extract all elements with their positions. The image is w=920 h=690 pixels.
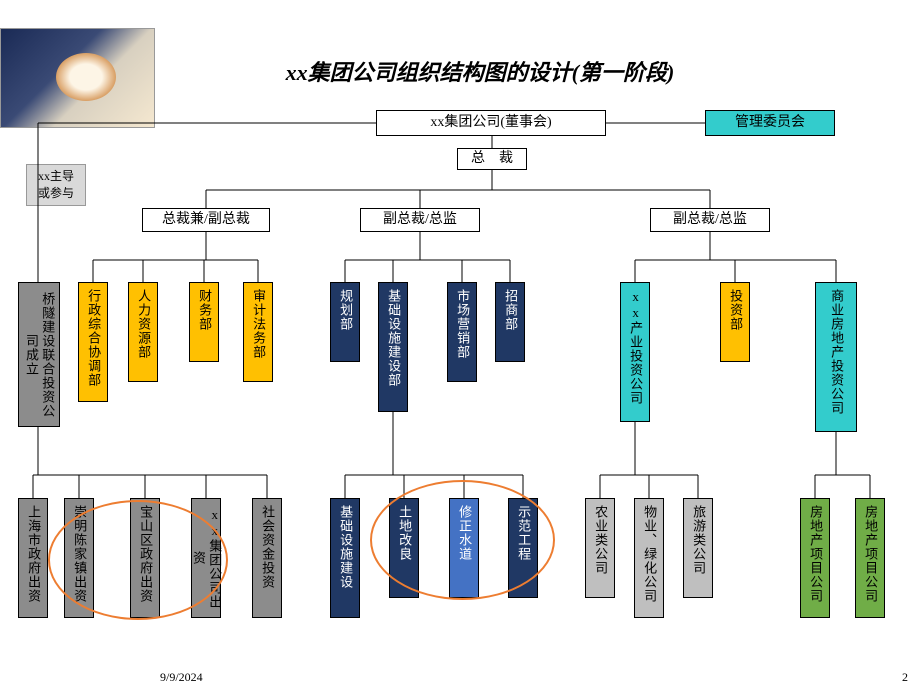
- org-node-sub: 上海市政府出资: [18, 498, 48, 618]
- org-node-president: 总 裁: [457, 148, 527, 170]
- side-note-line1: xx主导: [38, 169, 74, 183]
- slide-date: 9/9/2024: [160, 670, 203, 685]
- org-node-dept: 投资部: [720, 282, 750, 362]
- header-banner-image: [0, 28, 155, 128]
- org-node-sub: 房地产项目公司: [800, 498, 830, 618]
- org-node-dept: 审计法务部: [243, 282, 273, 382]
- highlight-oval: [370, 480, 555, 600]
- org-node-dept: 桥隧建设联合投资公司成立: [18, 282, 60, 427]
- side-note-line2: 或参与: [38, 186, 74, 200]
- org-node-sub: 房地产项目公司: [855, 498, 885, 618]
- org-node-dept: 基础设施建设部: [378, 282, 408, 412]
- org-node-dept: 人力资源部: [128, 282, 158, 382]
- org-node-vp: 副总裁/总监: [360, 208, 480, 232]
- org-node-dept: 商业房地产投资公司: [815, 282, 857, 432]
- org-node-committee: 管理委员会: [705, 110, 835, 136]
- org-node-dept: xx产业投资公司: [620, 282, 650, 422]
- org-node-sub: 基础设施建设: [330, 498, 360, 618]
- org-node-sub: 旅游类公司: [683, 498, 713, 598]
- slide-page-number: 2: [902, 670, 908, 685]
- org-node-vp: 副总裁/总监: [650, 208, 770, 232]
- org-node-sub: 物业、绿化公司: [634, 498, 664, 618]
- slide-title: xx集团公司组织结构图的设计(第一阶段): [230, 55, 730, 87]
- org-node-dept: 市场营销部: [447, 282, 477, 382]
- org-node-vp: 总裁兼/副总裁: [142, 208, 270, 232]
- org-node-dept: 财务部: [189, 282, 219, 362]
- org-node-dept: 规划部: [330, 282, 360, 362]
- side-note: xx主导 或参与: [26, 164, 86, 206]
- highlight-oval: [48, 500, 228, 620]
- org-node-dept: 行政综合协调部: [78, 282, 108, 402]
- org-node-sub: 社会资金投资: [252, 498, 282, 618]
- org-node-sub: 农业类公司: [585, 498, 615, 598]
- org-node-board: xx集团公司(董事会): [376, 110, 606, 136]
- org-node-dept: 招商部: [495, 282, 525, 362]
